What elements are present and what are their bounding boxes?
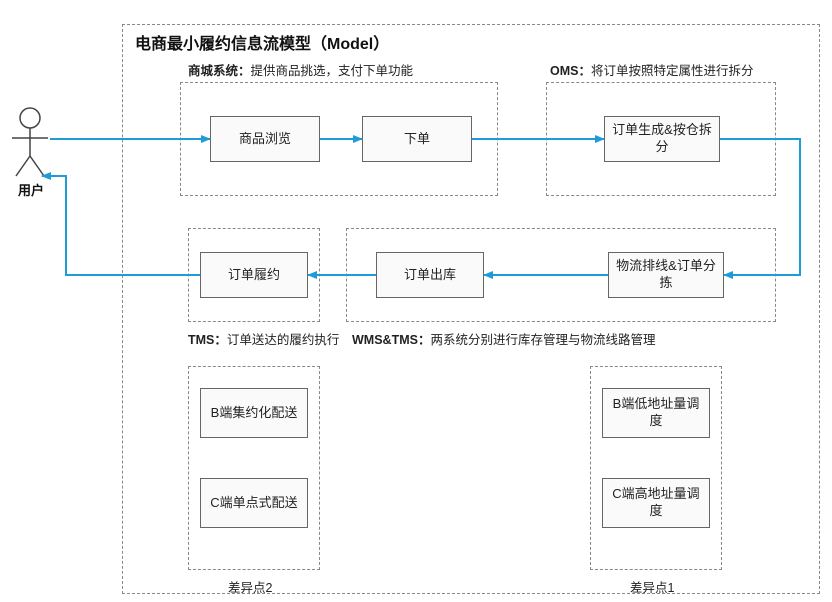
node-fulfil: 订单履约 [200, 252, 308, 298]
diagram-canvas: 电商最小履约信息流模型（Model） 商城系统：提供商品挑选，支付下单功能 OM… [0, 0, 832, 602]
node-order: 下单 [362, 116, 472, 162]
label-oms: OMS：将订单按照特定属性进行拆分 [550, 60, 754, 79]
node-d2a: B端集约化配送 [200, 388, 308, 438]
node-outbound: 订单出库 [376, 252, 484, 298]
label-mall: 商城系统：提供商品挑选，支付下单功能 [188, 60, 413, 79]
actor-user-icon [12, 108, 48, 176]
label-diff2: 差异点2 [228, 577, 272, 596]
label-diff1: 差异点1 [630, 577, 674, 596]
node-sort: 物流排线&订单分拣 [608, 252, 724, 298]
node-d2b: C端单点式配送 [200, 478, 308, 528]
node-browse: 商品浏览 [210, 116, 320, 162]
label-tms: TMS：订单送达的履约执行 [188, 329, 339, 348]
node-d1b: C端高地址量调度 [602, 478, 710, 528]
node-split: 订单生成&按仓拆分 [604, 116, 720, 162]
diagram-title: 电商最小履约信息流模型（Model） [135, 30, 389, 54]
label-wms-tms: WMS&TMS：两系统分别进行库存管理与物流线路管理 [352, 329, 655, 348]
actor-user-label: 用户 [18, 180, 44, 199]
node-d1a: B端低地址量调度 [602, 388, 710, 438]
